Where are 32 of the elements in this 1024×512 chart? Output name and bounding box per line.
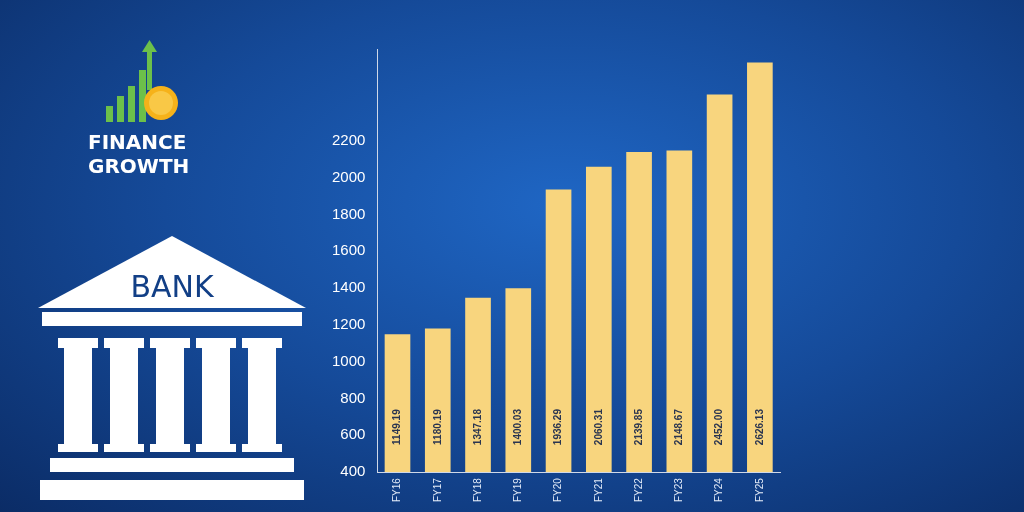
x-tick-label: FY20 [552, 477, 564, 502]
y-tick-label: 1600 [331, 241, 366, 259]
x-tick-label: FY19 [512, 477, 524, 502]
x-tick-label: FY25 [753, 477, 765, 502]
data-label: 2626.13 [753, 408, 765, 446]
y-tick-label: 600 [340, 425, 366, 443]
y-tick-label: 1800 [331, 204, 366, 222]
x-tick-label: FY23 [673, 477, 685, 502]
y-tick-label: 2000 [331, 167, 366, 185]
x-tick-label: FY16 [391, 477, 403, 502]
data-label: 2139.85 [632, 408, 644, 446]
x-tick-label: FY24 [713, 477, 725, 502]
x-tick-label: FY17 [431, 477, 443, 502]
data-label: 1936.29 [552, 408, 564, 446]
y-tick-label: 1000 [331, 351, 366, 369]
text: FINANCE GROWTH [88, 130, 191, 178]
x-tick-label: FY18 [471, 477, 483, 502]
x-tick-label: FY22 [632, 477, 644, 502]
data-label: 2148.67 [673, 408, 685, 446]
data-label: 1347.18 [471, 408, 483, 446]
data-label: 1180.19 [431, 408, 443, 445]
data-label: 2060.31 [592, 408, 604, 446]
data-label: 2452.00 [713, 408, 725, 446]
y-tick-label: 2200 [331, 131, 366, 149]
x-tick-label: FY21 [592, 477, 604, 502]
data-label: 1149.19 [391, 408, 403, 445]
y-tick-label: 800 [340, 388, 366, 406]
data-label: 1400.03 [512, 408, 524, 446]
y-tick-label: 400 [340, 462, 366, 480]
y-tick-label: 1400 [331, 278, 366, 296]
y-tick-label: 1200 [331, 315, 366, 333]
text: BANK [129, 269, 215, 304]
